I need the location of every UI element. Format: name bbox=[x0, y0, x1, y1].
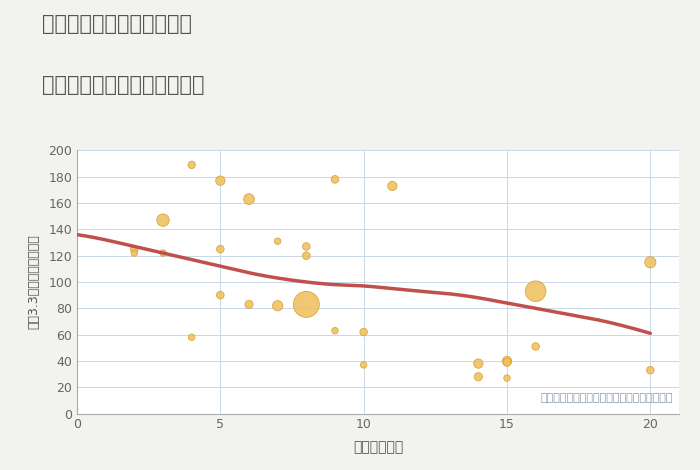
Point bbox=[501, 357, 512, 365]
Text: 円の大きさは、取引のあった物件面積を示す: 円の大きさは、取引のあった物件面積を示す bbox=[540, 393, 673, 403]
Text: 駅距離別中古マンション価格: 駅距離別中古マンション価格 bbox=[42, 75, 204, 95]
Point bbox=[330, 327, 341, 335]
Point bbox=[158, 249, 169, 257]
Point bbox=[330, 176, 341, 183]
Point bbox=[129, 249, 140, 257]
Point bbox=[244, 196, 255, 203]
Point bbox=[215, 291, 226, 299]
Point bbox=[501, 374, 512, 382]
Point bbox=[186, 334, 197, 341]
Point bbox=[272, 302, 284, 309]
Point bbox=[645, 258, 656, 266]
Point bbox=[386, 182, 398, 190]
Point bbox=[530, 288, 541, 295]
Point bbox=[358, 361, 370, 368]
Point bbox=[301, 252, 312, 259]
Point bbox=[473, 373, 484, 381]
Point bbox=[301, 243, 312, 250]
Point bbox=[473, 360, 484, 368]
Point bbox=[301, 301, 312, 308]
Point bbox=[158, 216, 169, 224]
Point bbox=[215, 177, 226, 184]
Text: 兵庫県豊岡市但東町相田の: 兵庫県豊岡市但東町相田の bbox=[42, 14, 192, 34]
Point bbox=[129, 245, 140, 253]
Y-axis label: 坪（3.3㎡）単価（万円）: 坪（3.3㎡）単価（万円） bbox=[27, 235, 40, 329]
Point bbox=[272, 237, 284, 245]
Point bbox=[530, 343, 541, 350]
X-axis label: 駅距離（分）: 駅距離（分） bbox=[353, 440, 403, 454]
Point bbox=[215, 245, 226, 253]
Point bbox=[244, 301, 255, 308]
Point bbox=[645, 367, 656, 374]
Point bbox=[186, 161, 197, 169]
Point bbox=[358, 328, 370, 336]
Point bbox=[501, 359, 512, 366]
